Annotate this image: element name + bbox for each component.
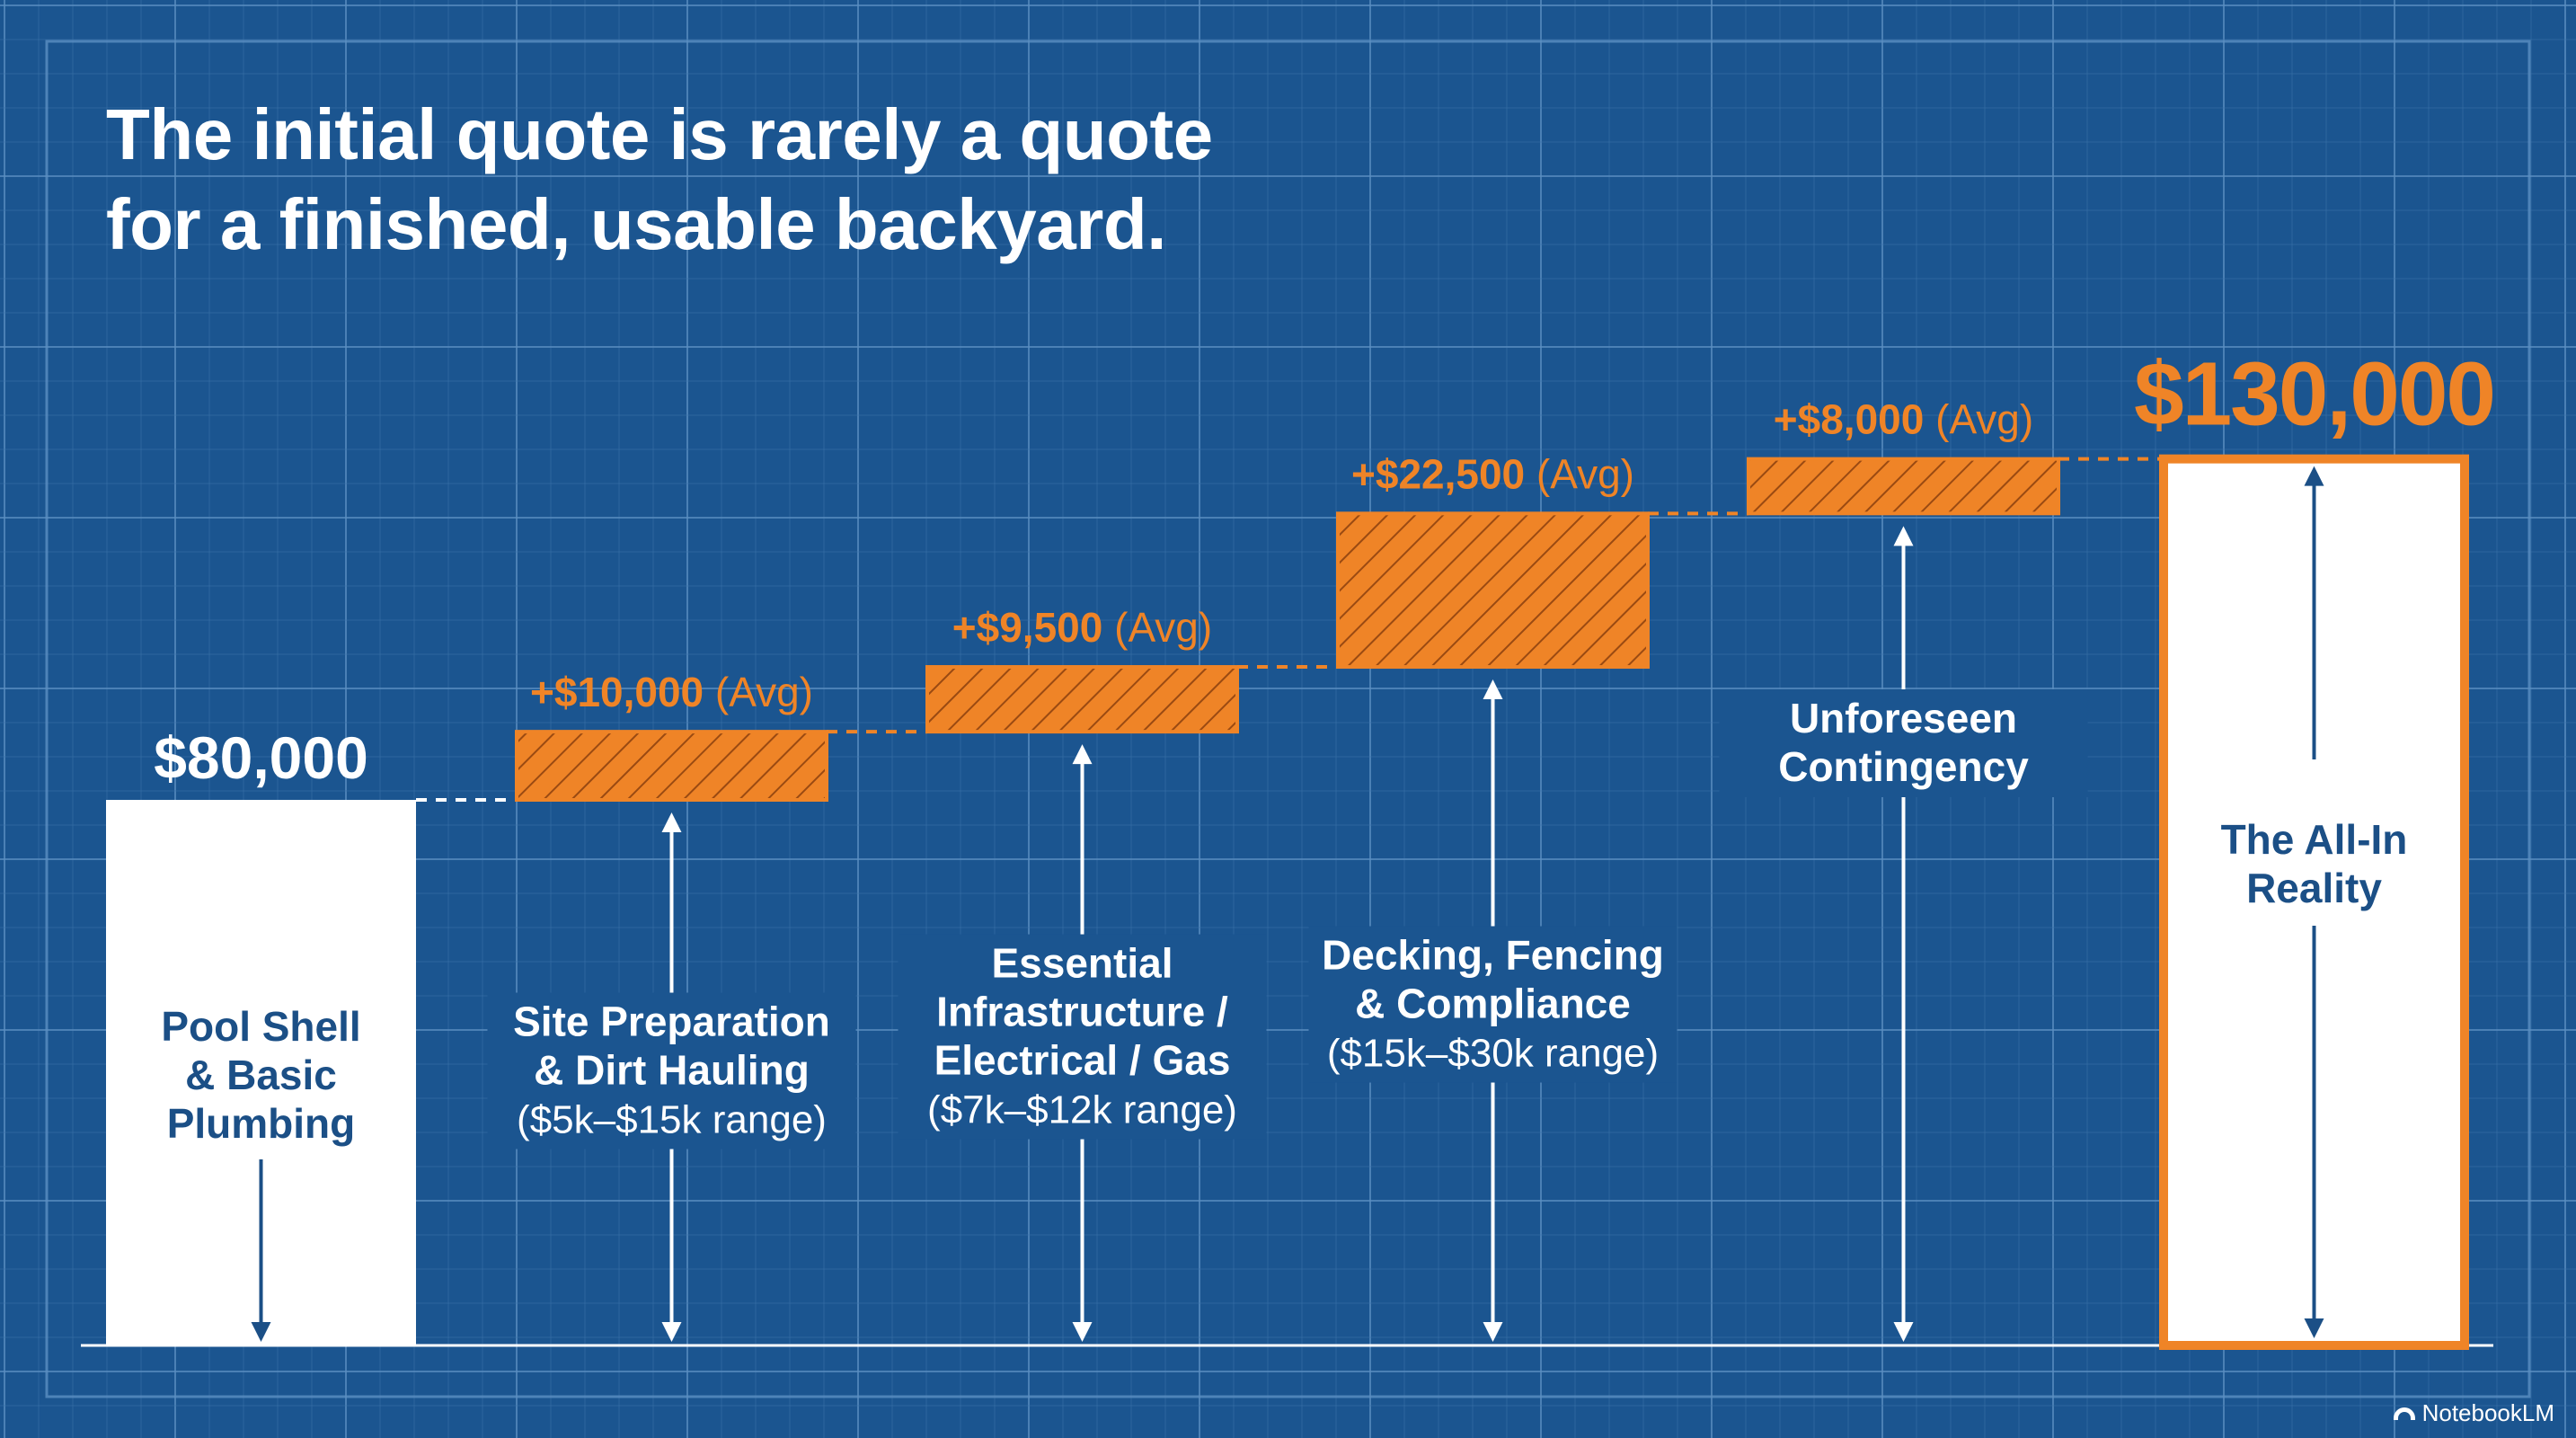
value-label-increment-3: +$22,500 (Avg)	[1351, 450, 1634, 497]
range-label-2: ($7k–$12k range)	[927, 1088, 1237, 1132]
category-label-base-line-3: Plumbing	[167, 1100, 356, 1147]
category-label-1-line-2: & Dirt Hauling	[534, 1047, 810, 1094]
bar-increment-2	[925, 665, 1239, 734]
category-label-1-line-1: Site Preparation	[513, 999, 830, 1045]
value-label-increment-4: +$8,000 (Avg)	[1774, 396, 2033, 443]
category-label-3-line-2: & Compliance	[1355, 981, 1631, 1027]
category-label-2-line-3: Electrical / Gas	[934, 1037, 1231, 1084]
value-label-increment-2: +$9,500 (Avg)	[952, 604, 1212, 651]
category-label-3: Decking, Fencing& Compliance ($15k–$30k r…	[1308, 926, 1677, 1083]
arrow-increment-4	[1893, 526, 1914, 1342]
arrow-total	[2304, 466, 2324, 1338]
category-label-4-line-2: Contingency	[1778, 743, 2029, 790]
category-label-1: Site Preparation& Dirt Hauling($5k–$15k …	[487, 992, 856, 1150]
bar-increment-3	[1336, 511, 1650, 670]
category-label-base-line-2: & Basic	[185, 1052, 337, 1098]
range-label-1: ($5k–$15k range)	[517, 1098, 827, 1142]
bar-increment-1	[515, 730, 828, 802]
category-label-4-line-1: Unforeseen	[1790, 695, 2017, 741]
title-line-2: for a finished, usable backyard.	[106, 184, 1166, 264]
range-label-3: ($15k–$30k range)	[1327, 1032, 1659, 1076]
chart-title: The initial quote is rarely a quote for …	[106, 90, 1213, 270]
value-label-base: $80,000	[154, 724, 368, 791]
brand-name: NotebookLM	[2421, 1399, 2554, 1426]
arrow-base	[251, 1159, 271, 1342]
value-label-increment-1: +$10,000 (Avg)	[530, 669, 813, 715]
brand-watermark: NotebookLM	[2393, 1399, 2554, 1427]
category-label-2-line-2: Infrastructure /	[936, 989, 1228, 1035]
notebooklm-logo-icon	[2393, 1407, 2415, 1420]
category-label-total-line-1: The All-In	[2221, 816, 2408, 863]
category-label-base-line-1: Pool Shell	[161, 1003, 360, 1050]
category-label-total-line-2: Reality	[2246, 865, 2382, 911]
bar-increment-4	[1747, 457, 2060, 516]
category-label-2-line-1: Essential	[992, 940, 1173, 987]
value-label-total: $130,000	[2134, 344, 2494, 445]
title-line-1: The initial quote is rarely a quote	[106, 94, 1213, 174]
category-label-3-line-1: Decking, Fencing	[1322, 932, 1664, 979]
